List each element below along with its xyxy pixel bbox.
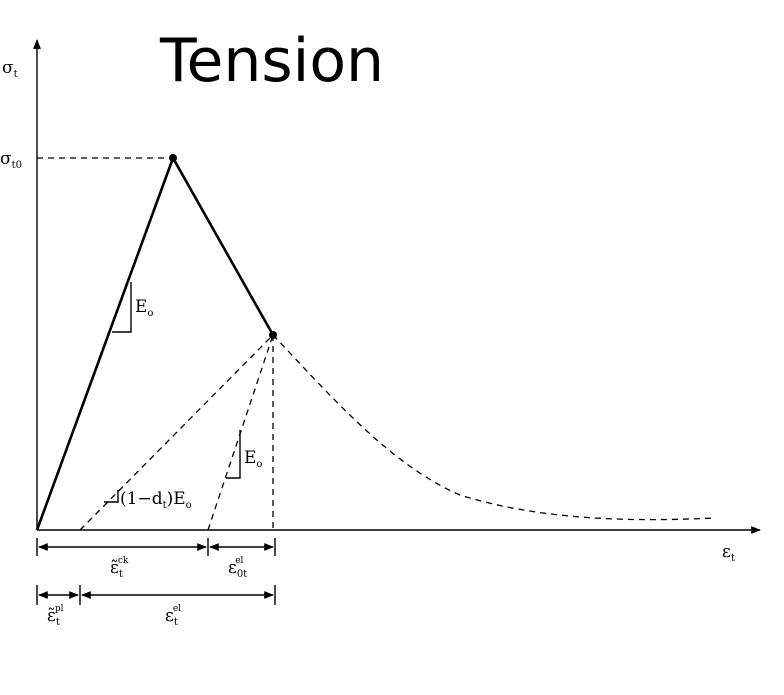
plastic-strain-label: ε̃tpl <box>47 604 64 628</box>
strain-axis-label: εt <box>722 542 735 564</box>
stress-axis-label: σt <box>2 58 18 80</box>
peak-point <box>169 154 177 162</box>
elastic0-strain-label: ε0tel <box>228 556 247 580</box>
elastic-modulus-label: Eo <box>135 297 153 319</box>
elastic-slope-triangle <box>112 282 132 333</box>
elastic-strain-label: εtel <box>165 604 181 628</box>
unloading-modulus-label: Eo <box>244 448 262 470</box>
damaged-slope-marker <box>104 490 119 503</box>
damaged-modulus-label: (1−dt)Eo <box>120 489 192 511</box>
softening-tail <box>272 334 716 521</box>
unloading-slope-triangle <box>226 430 241 479</box>
diagram-title: Tension <box>159 26 384 96</box>
peak-stress-label: σt0 <box>0 149 22 171</box>
cracking-strain-label: ε̃tck <box>110 556 129 580</box>
damaged-unloading-line <box>79 334 274 531</box>
tension-response-curve <box>35 154 275 531</box>
